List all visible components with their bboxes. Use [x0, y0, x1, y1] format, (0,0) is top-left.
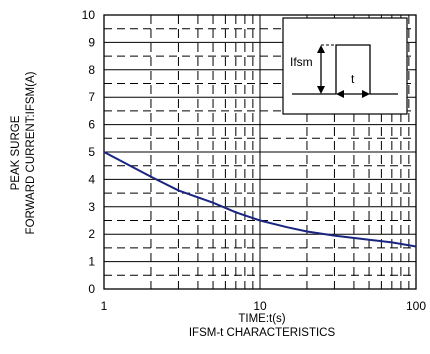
- pulse-waveform: [292, 44, 398, 95]
- y-tick-label: 9: [88, 35, 95, 49]
- inset-ifsm-label: Ifsm: [290, 55, 313, 69]
- y-tick-label: 10: [82, 8, 96, 22]
- x-tick-label: 100: [406, 299, 426, 313]
- ifsm-arrow-down-icon: [317, 86, 325, 94]
- series-line: [103, 151, 417, 248]
- x-tick-label: 10: [253, 299, 267, 313]
- y-tick-labels: 0 1 2 3 4 5 6 7 8 9 10: [82, 8, 96, 296]
- y-tick-label: 4: [88, 172, 95, 186]
- chart-title: IFSM-t CHARACTERISTICS: [189, 327, 336, 339]
- inset-t-label: t: [351, 72, 355, 86]
- x-tick-labels: 1 10 100: [101, 299, 427, 313]
- x-tick-label: 1: [101, 299, 108, 313]
- y-tick-label: 7: [88, 90, 95, 104]
- y-tick-label: 1: [88, 255, 95, 269]
- y-tick-label: 0: [88, 282, 95, 296]
- y-axis-label-line2: FORWARD CURRENT:IFSM(A): [25, 71, 37, 234]
- inset-box: [282, 17, 408, 115]
- inset-pulse-diagram: Ifsm t: [282, 17, 408, 115]
- y-axis-label-line1: PEAK SURGE: [10, 115, 22, 190]
- t-arrow-left-icon: [336, 90, 344, 98]
- y-tick-label: 2: [88, 227, 95, 241]
- y-tick-label: 3: [88, 200, 95, 214]
- y-tick-label: 8: [88, 63, 95, 77]
- t-arrow-right-icon: [362, 90, 370, 98]
- y-tick-label: 5: [88, 145, 95, 159]
- y-tick-label: 6: [88, 118, 95, 132]
- ifsm-arrow-up-icon: [317, 45, 325, 53]
- x-axis-label: TIME:t(s): [238, 313, 285, 325]
